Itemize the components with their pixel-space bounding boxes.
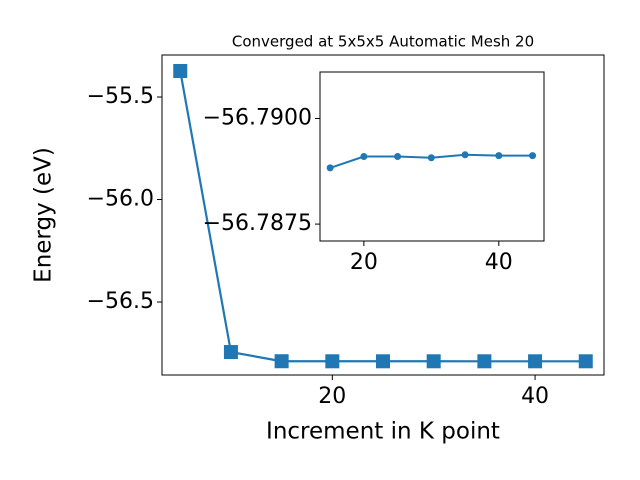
marker xyxy=(360,153,368,160)
x-tick-label: 20 xyxy=(350,250,378,275)
marker xyxy=(326,164,334,172)
marker xyxy=(427,154,435,162)
marker xyxy=(426,354,441,369)
y-tick-label: −56.5 xyxy=(87,289,154,314)
marker xyxy=(578,354,593,369)
x-axis-label: Increment in K point xyxy=(266,419,500,445)
marker xyxy=(325,354,340,369)
y-tick-label: −56.7875 xyxy=(203,211,312,236)
y-tick-label: −55.5 xyxy=(87,84,154,109)
axes-frame xyxy=(319,71,545,242)
marker xyxy=(274,354,289,369)
marker xyxy=(495,152,503,160)
marker xyxy=(223,345,238,360)
axes-frame xyxy=(161,54,605,376)
marker xyxy=(173,63,188,78)
marker xyxy=(528,354,543,369)
marker xyxy=(477,354,492,369)
x-tick-label: 40 xyxy=(521,384,549,409)
y-tick-label: −56.0 xyxy=(87,187,154,212)
marker xyxy=(461,151,469,159)
y-tick-label: −56.7900 xyxy=(203,105,312,130)
marker xyxy=(394,153,402,160)
marker xyxy=(529,152,537,160)
x-tick-label: 40 xyxy=(485,250,513,275)
marker xyxy=(376,354,390,369)
y-axis-label: Energy (eV) xyxy=(31,147,57,283)
chart-title: Converged at 5x5x5 Automatic Mesh 20 xyxy=(232,33,534,51)
x-tick-label: 20 xyxy=(318,384,346,409)
